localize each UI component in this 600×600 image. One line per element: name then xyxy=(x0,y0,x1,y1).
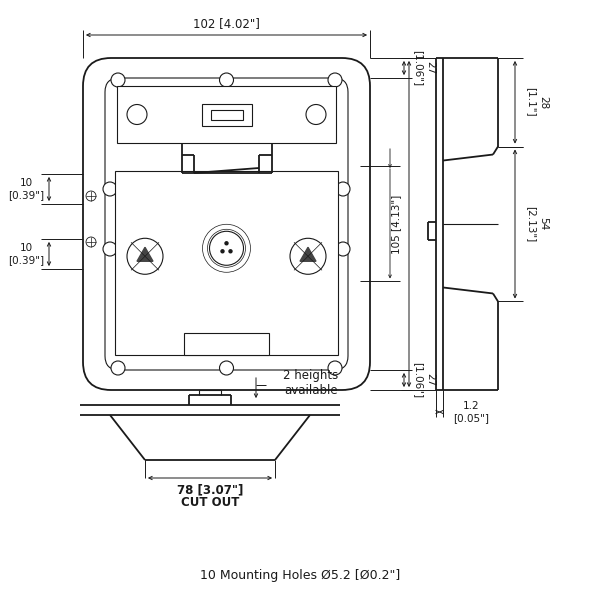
Circle shape xyxy=(290,238,326,274)
Text: 1.2
[0.05"]: 1.2 [0.05"] xyxy=(453,401,489,423)
Circle shape xyxy=(336,242,350,256)
Circle shape xyxy=(86,191,96,201)
Polygon shape xyxy=(137,247,153,261)
Circle shape xyxy=(103,242,117,256)
Circle shape xyxy=(111,73,125,87)
Bar xyxy=(211,109,242,119)
Circle shape xyxy=(127,238,163,274)
Text: 54
[2.13"]: 54 [2.13"] xyxy=(526,206,548,242)
Circle shape xyxy=(127,104,147,124)
Text: 102 [4.02"]: 102 [4.02"] xyxy=(193,17,260,31)
Text: 2 heights
available: 2 heights available xyxy=(283,369,338,397)
Bar xyxy=(117,86,336,143)
Text: 10
[0.39"]: 10 [0.39"] xyxy=(8,178,44,200)
Text: CUT OUT: CUT OUT xyxy=(181,496,239,509)
Circle shape xyxy=(306,104,326,124)
Circle shape xyxy=(229,250,232,253)
Text: 10
[0.39"]: 10 [0.39"] xyxy=(8,243,44,265)
Polygon shape xyxy=(300,247,316,261)
Bar xyxy=(202,103,251,125)
Circle shape xyxy=(86,237,96,247)
Circle shape xyxy=(221,250,224,253)
Circle shape xyxy=(336,182,350,196)
Text: 10 Mounting Holes Ø5.2 [Ø0.2"]: 10 Mounting Holes Ø5.2 [Ø0.2"] xyxy=(200,569,400,581)
Bar xyxy=(184,333,269,355)
Circle shape xyxy=(328,73,342,87)
Text: 27
[1.06"]: 27 [1.06"] xyxy=(413,362,435,398)
Text: 28
[1.1"]: 28 [1.1"] xyxy=(526,88,548,117)
Circle shape xyxy=(103,182,117,196)
FancyBboxPatch shape xyxy=(83,58,370,390)
Circle shape xyxy=(225,242,228,245)
Text: 78 [3.07"]: 78 [3.07"] xyxy=(177,484,243,497)
Bar xyxy=(115,171,338,355)
FancyBboxPatch shape xyxy=(105,78,348,370)
Circle shape xyxy=(220,361,233,375)
Text: 27
[1.06"]: 27 [1.06"] xyxy=(413,50,435,86)
Circle shape xyxy=(209,231,244,265)
Circle shape xyxy=(328,361,342,375)
Text: 105 [4.13"]: 105 [4.13"] xyxy=(391,194,401,254)
Circle shape xyxy=(111,361,125,375)
Circle shape xyxy=(220,73,233,87)
